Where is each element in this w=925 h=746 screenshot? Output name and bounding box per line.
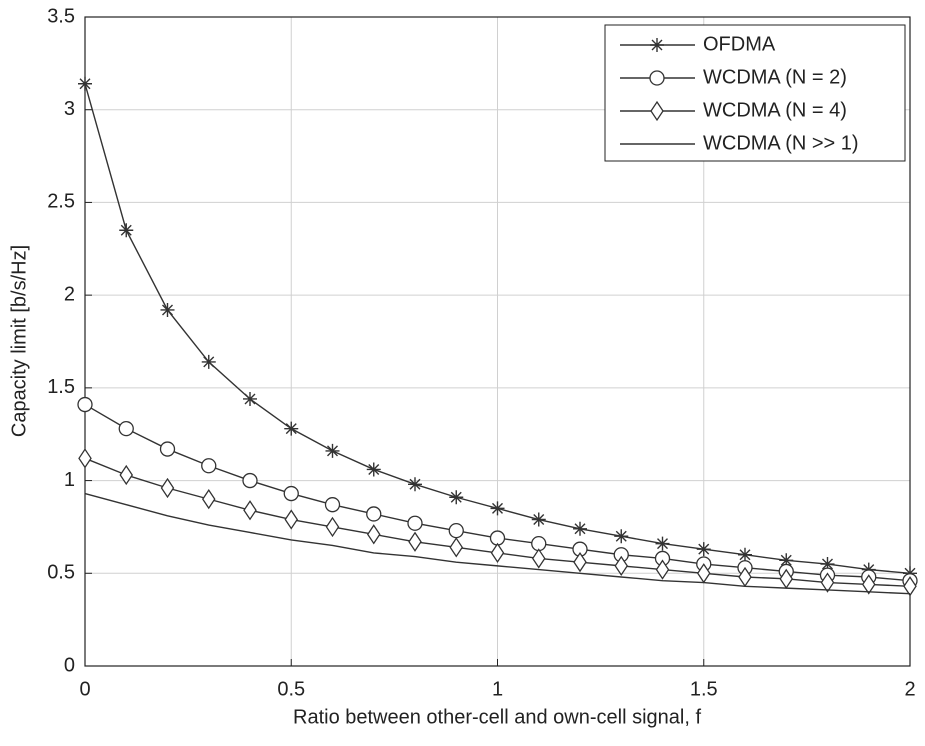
- x-axis-label: Ratio between other-cell and own-cell si…: [293, 706, 701, 728]
- y-tick-label: 0.5: [47, 562, 75, 584]
- y-tick-label: 2: [64, 283, 75, 305]
- marker: [779, 553, 794, 568]
- marker: [77, 396, 93, 413]
- x-tick-label: 1.5: [690, 678, 718, 700]
- marker: [614, 555, 629, 577]
- x-tick-label: 0.5: [277, 678, 305, 700]
- marker: [531, 548, 546, 569]
- marker: [119, 464, 134, 486]
- marker: [284, 421, 299, 436]
- marker: [324, 497, 341, 513]
- marker: [159, 441, 176, 457]
- marker: [448, 522, 464, 539]
- plot-frame: [84, 16, 911, 667]
- marker: [201, 458, 217, 474]
- marker: [242, 472, 258, 489]
- x-tick-label: 0: [79, 678, 90, 700]
- marker: [160, 477, 175, 499]
- marker: [696, 542, 711, 557]
- legend-label: WCDMA (N >> 1): [703, 132, 859, 154]
- marker: [820, 572, 835, 593]
- marker: [490, 501, 505, 516]
- marker: [649, 70, 665, 86]
- marker: [655, 536, 670, 551]
- marker: [243, 391, 257, 406]
- marker: [650, 38, 664, 52]
- y-axis-label: Capacity limit [b/s/Hz]: [8, 245, 30, 437]
- marker: [407, 515, 423, 531]
- y-tick-label: 1.5: [47, 376, 75, 398]
- y-tick-label: 2.5: [47, 191, 75, 213]
- marker: [449, 490, 464, 505]
- y-tick-label: 1: [64, 469, 75, 491]
- marker: [903, 576, 917, 597]
- marker: [449, 537, 464, 558]
- marker: [408, 531, 422, 552]
- marker: [614, 529, 629, 544]
- marker: [738, 547, 752, 562]
- marker: [366, 524, 381, 545]
- legend-label: OFDMA: [703, 33, 776, 55]
- marker: [366, 462, 381, 477]
- marker: [861, 574, 876, 595]
- marker: [655, 559, 670, 580]
- marker: [650, 100, 664, 122]
- marker: [78, 448, 92, 469]
- y-tick-label: 3: [64, 98, 75, 120]
- marker: [160, 302, 175, 317]
- marker: [118, 421, 134, 437]
- marker: [573, 551, 587, 573]
- marker: [284, 509, 299, 530]
- marker: [78, 76, 92, 91]
- marker: [490, 542, 505, 564]
- marker: [820, 557, 835, 572]
- marker: [531, 512, 546, 527]
- x-tick-label: 2: [904, 678, 915, 700]
- legend-label: WCDMA (N = 2): [703, 66, 847, 88]
- y-tick-label: 3.5: [47, 5, 75, 27]
- marker: [325, 443, 340, 458]
- marker: [243, 500, 257, 521]
- x-tick-label: 1: [492, 678, 503, 700]
- series-line: [84, 492, 911, 595]
- marker: [119, 223, 134, 238]
- marker: [283, 485, 299, 502]
- legend-label: WCDMA (N = 4): [703, 99, 847, 121]
- marker: [201, 354, 216, 369]
- marker: [573, 521, 587, 536]
- marker: [408, 477, 422, 492]
- marker: [201, 488, 216, 510]
- marker: [366, 506, 382, 522]
- y-tick-label: 0: [64, 654, 75, 676]
- marker: [325, 516, 340, 538]
